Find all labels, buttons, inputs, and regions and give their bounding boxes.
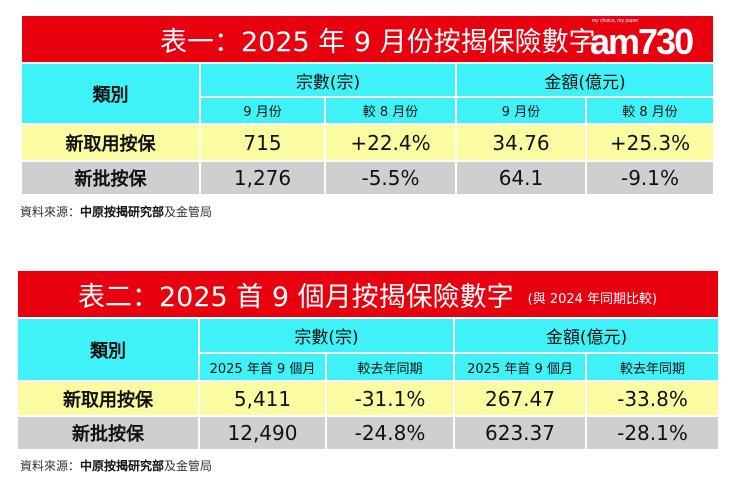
table-cell: 34.76	[457, 125, 585, 160]
group-header-amount: 金額(億元)	[455, 319, 718, 352]
source-note: 資料來源：中原按揭研究部及金管局	[20, 459, 213, 473]
table-2-title: 表二：2025 首 9 個月按揭保險數字	[78, 281, 514, 313]
table-cell: 12,490	[200, 417, 325, 449]
sub-header: 2025 年首 9 個月	[200, 354, 325, 380]
table-cell: -24.8%	[327, 417, 453, 449]
row-label: 新批按保	[22, 162, 199, 194]
table-1-title-bar: 表一：2025 年 9 月份按揭保險數字	[22, 16, 713, 62]
table-cell: 267.47	[455, 382, 585, 415]
table-2-title-bar: 表二：2025 首 9 個月按揭保險數字 (與 2024 年同期比較)	[18, 271, 718, 317]
table-cell: -31.1%	[327, 382, 453, 415]
category-header: 類別	[22, 64, 199, 123]
table-1-title: 表一：2025 年 9 月份按揭保險數字	[160, 26, 596, 58]
table-cell: -33.8%	[587, 382, 718, 415]
table-cell: +22.4%	[326, 125, 455, 160]
am730-logo: my choice, my paper am730	[590, 18, 694, 62]
table-cell: -28.1%	[587, 417, 718, 449]
table-cell: 64.1	[457, 162, 585, 194]
group-header-amount: 金額(億元)	[457, 64, 713, 96]
table-cell: 715	[201, 125, 324, 160]
source-note: 資料來源：中原按揭研究部及金管局	[20, 205, 213, 219]
sub-header: 較 8 月份	[587, 98, 713, 123]
sub-header: 較去年同期	[587, 354, 718, 380]
sub-header: 9 月份	[201, 98, 324, 123]
table-cell: -9.1%	[587, 162, 713, 194]
sub-header: 較去年同期	[327, 354, 453, 380]
table-cell: 5,411	[200, 382, 325, 415]
table-cell: +25.3%	[587, 125, 713, 160]
row-label: 新批按保	[18, 417, 198, 449]
group-header-count: 宗數(宗)	[200, 319, 453, 352]
category-header: 類別	[18, 319, 198, 380]
sub-header: 2025 年首 9 個月	[455, 354, 585, 380]
row-label: 新取用按保	[18, 382, 198, 415]
table-cell: 623.37	[455, 417, 585, 449]
sub-header: 較 8 月份	[326, 98, 455, 123]
table-2-subtitle: (與 2024 年同期比較)	[527, 291, 658, 307]
group-header-count: 宗數(宗)	[201, 64, 455, 96]
row-label: 新取用按保	[22, 125, 199, 160]
table-cell: -5.5%	[326, 162, 455, 194]
table-cell: 1,276	[201, 162, 324, 194]
sub-header: 9 月份	[457, 98, 585, 123]
